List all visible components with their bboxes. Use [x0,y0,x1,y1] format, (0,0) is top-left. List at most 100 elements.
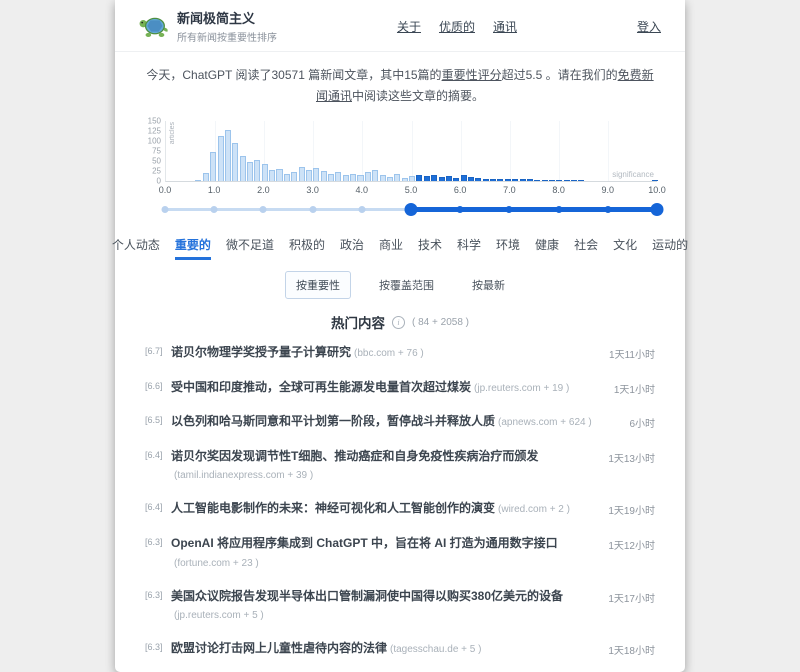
gridline [264,121,266,181]
article-row[interactable]: [6.6] 受中国和印度推动，全球可再生能源发电量首次超过煤炭 (jp.reuter… [145,370,655,405]
article-source[interactable]: (tamil.indianexpress.com + 39 ) [174,470,314,482]
intro-post: 中阅读这些文章的摘要。 [352,89,485,103]
article-source[interactable]: (tagesschau.de + 5 ) [390,644,482,656]
intro-pre: 今天，ChatGPT 阅读了30571 篇新闻文章，其中15篇的 [146,68,442,82]
article-row[interactable]: [6.3] 美国众议院报告发现半导体出口管制漏洞使中国得以购买380亿美元的设备 (… [145,579,655,632]
tab-4[interactable]: 政治 [339,238,364,252]
sort-option-2[interactable]: 按最新 [472,280,505,292]
tab-3[interactable]: 积极的 [288,238,325,252]
article-title[interactable]: 受中国和印度推动，全球可再生能源发电量首次超过煤炭 [171,379,472,394]
article-title[interactable]: 以色列和哈马斯同意和平计划第一阶段，暂停战斗并释放人质 [171,414,496,429]
sort-option-0[interactable]: 按重要性 [285,271,351,299]
sort-option-1[interactable]: 按覆盖范围 [379,280,434,292]
nav-link-2[interactable]: 通讯 [493,19,518,34]
gridline [362,121,364,181]
article-score: [6.5] [145,415,163,426]
histogram-bar [298,167,305,181]
article-title[interactable]: 人工智能电影制作的未来：神经可视化和人工智能创作的演变 [171,501,496,516]
main-nav: 关于 优质的 通讯 [277,18,637,35]
article-source[interactable]: (bbc.com + 76 ) [354,348,424,359]
tab-11[interactable]: 文化 [613,238,638,252]
tab-2[interactable]: 微不足道 [225,238,274,252]
histogram-bar [239,155,246,181]
slider-label-10.0: 10.0 [648,185,666,195]
article-title[interactable]: 诺贝尔物理学奖授予量子计算研究 [171,345,352,359]
article-main: OpenAI 将应用程序集成到 ChatGPT 中，旨在将 AI 打造为通用数字… [171,534,608,571]
login-link[interactable]: 登入 [636,19,661,34]
article-source[interactable]: (jp.reuters.com + 5 ) [174,610,264,622]
slider-handle-min[interactable] [404,203,418,216]
slider-tick-dot [210,206,218,213]
slider-track[interactable] [161,203,664,216]
tab-0[interactable]: 个人动态 [111,238,160,252]
article-row[interactable]: [6.5] 以色列和哈马斯同意和平计划第一阶段，暂停战斗并释放人质 (apnews.… [145,404,655,439]
article-source[interactable]: (fortune.com + 23 ) [174,557,259,569]
histogram-bar [475,177,482,181]
histogram-bar [453,177,460,181]
y-tick-label: 125 [147,126,161,136]
article-age: 1天19小时 [608,506,655,518]
article-row[interactable]: [6.7] 诺贝尔物理学奖授予量子计算研究 (bbc.com + 76 ) 1天11小… [145,335,655,370]
slider-tick-dot [555,206,563,213]
article-source[interactable]: (jp.reuters.com + 19 ) [474,382,570,394]
histogram-bar [269,169,276,181]
histogram-bar [416,175,423,181]
histogram-bar [313,168,320,181]
nav-link-1[interactable]: 优质的 [438,19,475,34]
tab-10[interactable]: 社会 [574,238,599,252]
histogram-bar [305,169,312,181]
info-icon[interactable]: i [392,315,405,329]
histogram-bar [335,172,342,181]
article-title[interactable]: 诺贝尔奖因发现调节性T细胞、推动癌症和自身免疫性疾病治疗而颁发 [171,448,539,463]
article-title[interactable]: 美国众议院报告发现半导体出口管制漏洞使中国得以购买380亿美元的设备 [171,588,564,603]
site-title: 新闻极简主义 [177,11,256,26]
nav-link-0[interactable]: 关于 [396,19,421,34]
article-title[interactable]: 欧盟讨论打击网上儿童性虐待内容的法律 [171,641,388,656]
slider-track-active [411,207,657,212]
tab-6[interactable]: 技术 [418,238,443,252]
tab-7[interactable]: 科学 [457,238,482,252]
article-age: 1天18小时 [608,646,655,658]
tab-9[interactable]: 健康 [535,238,560,252]
slider-tick-dot [358,206,366,213]
section-header: 热门内容 i ( 84 + 2058 ) [115,312,685,332]
histogram-bar [571,180,578,181]
newsletter-link[interactable]: 免费新闻通讯 [315,68,654,103]
tab-1[interactable]: 重要的 [174,236,211,260]
histogram-bar [556,180,563,181]
significance-range-slider[interactable]: 0.0 1.0 2.0 3.0 4.0 5.0 6.0 7.0 8.0 9.0 10.0 [159,185,666,226]
section-title: 热门内容 [331,316,385,331]
article-source[interactable]: (wired.com + 2 ) [498,504,570,516]
turtle-logo-icon [139,14,169,39]
slider-label-9.0: 9.0 [601,185,615,195]
histogram-bar [247,162,254,181]
article-source[interactable]: (apnews.com + 624 ) [498,417,592,429]
article-title[interactable]: OpenAI 将应用程序集成到 ChatGPT 中，旨在将 AI 打造为通用数字… [171,535,558,550]
histogram-bar [401,177,408,181]
article-row[interactable]: [6.4] 诺贝尔奖因发现调节性T细胞、推动癌症和自身免疫性疾病治疗而颁发 (tam… [145,439,655,492]
article-age: 6小时 [629,419,655,431]
tab-5[interactable]: 商业 [378,238,403,252]
histogram-bar [563,180,570,181]
histogram-bar [541,179,548,181]
article-main: 诺贝尔物理学奖授予量子计算研究 (bbc.com + 76 ) [171,343,609,362]
article-row[interactable]: [6.3] 欧盟讨论打击网上儿童性虐待内容的法律 (tagesschau.de + … [145,631,655,666]
histogram-bar [519,178,526,181]
histogram-bar [276,169,283,181]
article-age: 1天12小时 [608,540,655,552]
article-row[interactable]: [6.4] 人工智能电影制作的未来：神经可视化和人工智能创作的演变 (wired.c… [145,491,655,526]
tab-12[interactable]: 运动的 [652,238,689,252]
header: 新闻极简主义 所有新闻按重要性排序 关于 优质的 通讯 登入 [115,0,685,52]
histogram-bar [460,175,467,181]
article-main: 欧盟讨论打击网上儿童性虐待内容的法律 (tagesschau.de + 5 ) [171,639,608,658]
significance-score-link[interactable]: 重要性评分 [441,68,502,82]
histogram-bar [261,163,268,181]
histogram-bar [652,179,659,181]
tab-8[interactable]: 环境 [496,238,521,252]
slider-label-7.0: 7.0 [503,185,516,195]
slider-tick-dot [259,206,267,213]
slider-handle-max[interactable] [650,203,664,216]
article-score: [6.6] [145,380,163,391]
brand-home-link[interactable]: 新闻极简主义 所有新闻按重要性排序 [139,8,277,44]
article-row[interactable]: [6.3] OpenAI 将应用程序集成到 ChatGPT 中，旨在将 AI 打造… [145,526,655,579]
